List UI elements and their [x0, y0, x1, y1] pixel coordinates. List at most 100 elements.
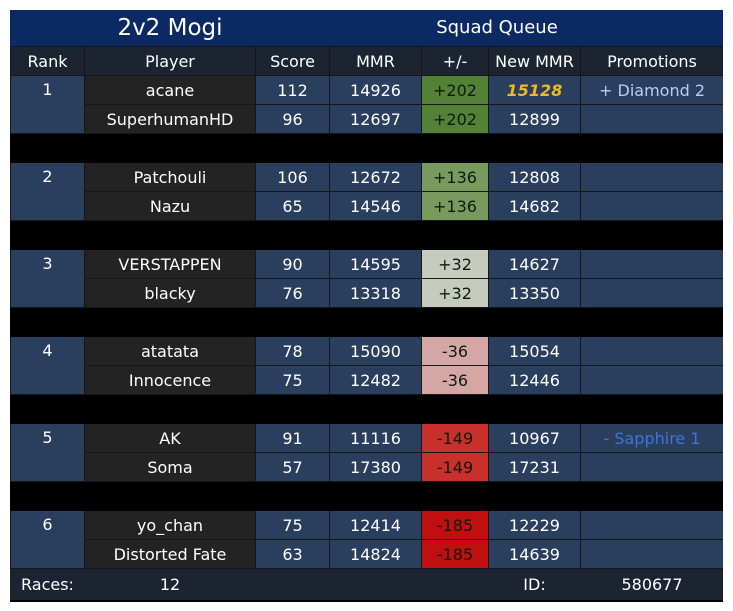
table-title: 2v2 Mogi	[117, 15, 223, 41]
mmr-delta: -36	[421, 365, 489, 395]
player-score: 96	[255, 104, 330, 134]
player-mmr: 15090	[329, 336, 422, 366]
table-row: 5 AK 91 11116 -149 10967 - Sapphire 1	[10, 423, 723, 482]
mmr-delta: +32	[421, 249, 489, 279]
team-separator	[10, 133, 723, 163]
separator-cell	[488, 133, 581, 163]
player-mmr: 14926	[329, 75, 422, 105]
header-mmr: MMR	[329, 46, 422, 76]
separator-cell	[84, 307, 256, 337]
new-mmr-value: 12446	[509, 370, 560, 390]
promotion-cell	[580, 249, 723, 279]
separator-cell	[421, 220, 489, 250]
separator-cell	[255, 133, 330, 163]
promotion-cell	[580, 162, 723, 192]
team-separator	[10, 481, 723, 511]
separator-cell	[488, 481, 581, 511]
player-score: 90	[255, 249, 330, 279]
header-row: Rank Player Score MMR +/- New MMR Promot…	[10, 46, 723, 76]
mogi-results-table: 2v2 Mogi Squad Queue Rank Player Score M…	[10, 10, 723, 602]
new-mmr-value: 12229	[509, 515, 560, 535]
new-mmr-value: 15128	[506, 80, 563, 100]
rank-cell: 3	[10, 249, 85, 308]
player-mmr: 12697	[329, 104, 422, 134]
player-score: 91	[255, 423, 330, 453]
separator-cell	[84, 481, 256, 511]
promotion-cell: + Diamond 2	[580, 75, 723, 105]
rank-cell: 6	[10, 510, 85, 569]
promotion-cell	[580, 365, 723, 395]
promotion-text: - Sapphire 1	[603, 428, 701, 448]
player-score: 112	[255, 75, 330, 105]
player-mmr: 14546	[329, 191, 422, 221]
player-new-mmr: 13350	[488, 278, 581, 308]
table-row: 2 Patchouli 106 12672 +136 12808	[10, 162, 723, 221]
promotion-cell	[580, 510, 723, 540]
mmr-delta: +202	[421, 75, 489, 105]
title-bar: 2v2 Mogi Squad Queue	[10, 10, 723, 46]
separator-cell	[421, 394, 489, 424]
mmr-delta: +136	[421, 162, 489, 192]
new-mmr-value: 14682	[509, 196, 560, 216]
player-mmr: 12672	[329, 162, 422, 192]
player-name: Distorted Fate	[84, 539, 256, 569]
player-mmr: 14595	[329, 249, 422, 279]
separator-cell	[10, 481, 85, 511]
separator-cell	[10, 394, 85, 424]
new-mmr-value: 10967	[509, 428, 560, 448]
player-mmr: 13318	[329, 278, 422, 308]
player-new-mmr: 14682	[488, 191, 581, 221]
rank-cell: 4	[10, 336, 85, 395]
separator-cell	[84, 133, 256, 163]
separator-cell	[580, 394, 723, 424]
player-new-mmr: 14639	[488, 539, 581, 569]
footer-spacer	[329, 568, 422, 600]
player-new-mmr: 12446	[488, 365, 581, 395]
results-grid: Rank Player Score MMR +/- New MMR Promot…	[10, 46, 723, 600]
header-new-mmr: New MMR	[488, 46, 581, 76]
header-score: Score	[255, 46, 330, 76]
table-row: Distorted Fate 63 14824 -185 14639	[11, 539, 723, 569]
player-name: yo_chan	[84, 510, 256, 540]
player-name: atatata	[84, 336, 256, 366]
mmr-delta: -149	[421, 452, 489, 482]
id-value: 580677	[580, 568, 723, 600]
player-name: Innocence	[84, 365, 256, 395]
separator-cell	[580, 481, 723, 511]
separator-cell	[421, 307, 489, 337]
new-mmr-value: 12899	[509, 109, 560, 129]
player-score: 106	[255, 162, 330, 192]
promotion-cell	[580, 278, 723, 308]
footer-spacer	[255, 568, 330, 600]
header-delta: +/-	[421, 46, 489, 76]
promotion-text: + Diamond 2	[599, 80, 705, 100]
separator-cell	[255, 307, 330, 337]
player-name: Soma	[84, 452, 256, 482]
separator-cell	[329, 133, 422, 163]
player-score: 75	[255, 510, 330, 540]
mmr-delta: +136	[421, 191, 489, 221]
player-score: 65	[255, 191, 330, 221]
team-separator	[10, 394, 723, 424]
player-score: 78	[255, 336, 330, 366]
table-row: Nazu 65 14546 +136 14682	[11, 191, 723, 221]
promotion-cell	[580, 336, 723, 366]
races-value: 12	[84, 568, 256, 600]
rank-cell: 5	[10, 423, 85, 482]
player-new-mmr: 10967	[488, 423, 581, 453]
player-mmr: 17380	[329, 452, 422, 482]
player-name: Patchouli	[84, 162, 256, 192]
mmr-delta: +202	[421, 104, 489, 134]
player-new-mmr: 12229	[488, 510, 581, 540]
mmr-delta: -185	[421, 510, 489, 540]
separator-cell	[329, 220, 422, 250]
player-name: SuperhumanHD	[84, 104, 256, 134]
player-name: AK	[84, 423, 256, 453]
new-mmr-value: 15054	[509, 341, 560, 361]
separator-cell	[488, 307, 581, 337]
new-mmr-value: 14627	[509, 254, 560, 274]
player-new-mmr: 17231	[488, 452, 581, 482]
table-row: SuperhumanHD 96 12697 +202 12899	[11, 104, 723, 134]
header-player: Player	[84, 46, 256, 76]
separator-cell	[10, 133, 85, 163]
